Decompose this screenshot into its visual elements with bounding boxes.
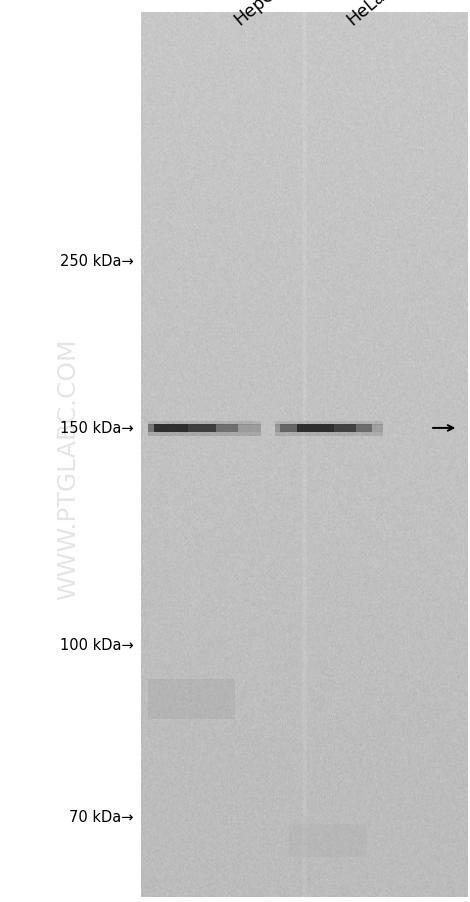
Text: 250 kDa→: 250 kDa→ [60, 254, 134, 269]
Bar [275, 421, 383, 425]
Text: 150 kDa→: 150 kDa→ [60, 421, 134, 436]
Bar [275, 432, 383, 437]
Text: HeLa: HeLa [343, 0, 389, 29]
Bar [148, 421, 261, 425]
Text: WWW.PTGLABC.COM: WWW.PTGLABC.COM [56, 338, 80, 600]
Bar [356, 424, 372, 432]
Bar [238, 424, 261, 432]
Bar [280, 424, 297, 432]
Bar [148, 424, 154, 432]
Text: 70 kDa→: 70 kDa→ [70, 809, 134, 824]
Bar [335, 424, 356, 432]
Bar [297, 424, 334, 432]
Bar [148, 432, 261, 437]
Bar [275, 424, 280, 432]
Text: 100 kDa→: 100 kDa→ [60, 638, 134, 652]
Bar [216, 424, 238, 432]
Text: HepG2: HepG2 [230, 0, 288, 29]
Bar [372, 424, 383, 432]
Bar [154, 424, 188, 432]
Bar [188, 424, 216, 432]
